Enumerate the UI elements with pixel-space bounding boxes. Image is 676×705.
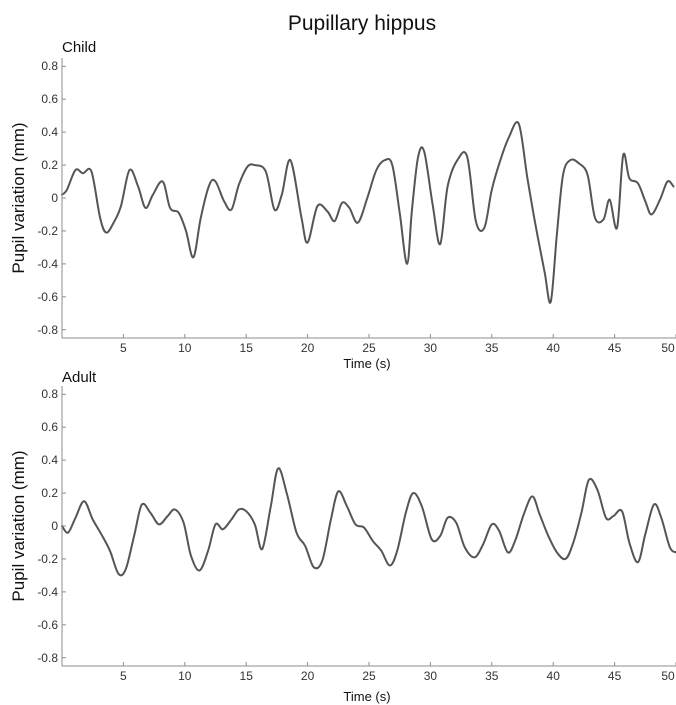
child-x-tick-label: 5 bbox=[120, 341, 127, 355]
adult-y-tick-label: -0.4 bbox=[37, 585, 58, 599]
child-y-ticks: -0.8 -0.6 -0.4 -0.2 0 0.2 0.4 0.6 0.8 bbox=[37, 59, 66, 337]
adult-x-tick-label: 15 bbox=[240, 669, 254, 683]
adult-x-tick-label: 10 bbox=[178, 669, 192, 683]
child-y-tick-label: 0.6 bbox=[41, 92, 58, 106]
child-x-tick-label: 50 bbox=[661, 341, 675, 355]
child-x-tick-label: 30 bbox=[424, 341, 438, 355]
child-x-tick-label: 20 bbox=[301, 341, 315, 355]
adult-x-ticks: 5 10 15 20 25 30 35 40 45 50 bbox=[120, 662, 676, 683]
child-x-tick-label: 15 bbox=[240, 341, 254, 355]
adult-x-tick-label: 35 bbox=[485, 669, 499, 683]
figure-title: Pupillary hippus bbox=[288, 12, 436, 35]
child-x-axis-label: Time (s) bbox=[343, 356, 390, 371]
child-x-tick-label: 25 bbox=[362, 341, 376, 355]
child-x-ticks: 5 10 15 20 25 30 35 40 45 50 bbox=[120, 334, 676, 355]
child-y-tick-label: 0.8 bbox=[41, 59, 58, 73]
adult-y-tick-label: -0.2 bbox=[37, 552, 58, 566]
adult-y-tick-label: 0 bbox=[51, 519, 58, 533]
adult-y-tick-label: 0.6 bbox=[41, 420, 58, 434]
adult-y-tick-label: -0.8 bbox=[37, 651, 58, 665]
adult-panel-label: Adult bbox=[62, 369, 97, 386]
child-y-tick-label: -0.8 bbox=[37, 323, 58, 337]
child-x-tick-label: 35 bbox=[485, 341, 499, 355]
adult-y-ticks: -0.8 -0.6 -0.4 -0.2 0 0.2 0.4 0.6 0.8 bbox=[37, 387, 66, 665]
child-y-tick-label: 0 bbox=[51, 191, 58, 205]
child-x-tick-label: 10 bbox=[178, 341, 192, 355]
adult-y-tick-label: 0.2 bbox=[41, 486, 58, 500]
adult-x-tick-label: 30 bbox=[424, 669, 438, 683]
adult-x-tick-label: 50 bbox=[661, 669, 675, 683]
adult-x-axis-label: Time (s) bbox=[343, 689, 390, 704]
adult-y-tick-label: -0.6 bbox=[37, 618, 58, 632]
child-y-tick-label: -0.6 bbox=[37, 290, 58, 304]
child-y-tick-label: -0.4 bbox=[37, 257, 58, 271]
child-x-tick-label: 40 bbox=[547, 341, 561, 355]
adult-x-tick-label: 5 bbox=[120, 669, 127, 683]
child-panel-label: Child bbox=[62, 39, 96, 56]
adult-x-tick-label: 20 bbox=[301, 669, 315, 683]
adult-x-tick-label: 25 bbox=[362, 669, 376, 683]
child-y-tick-label: 0.4 bbox=[41, 125, 58, 139]
adult-y-axis-label: Pupil variation (mm) bbox=[9, 450, 28, 601]
adult-x-tick-label: 40 bbox=[547, 669, 561, 683]
adult-series-line bbox=[61, 467, 676, 577]
child-x-tick-label: 45 bbox=[608, 341, 622, 355]
adult-y-tick-label: 0.4 bbox=[41, 453, 58, 467]
child-y-tick-label: -0.2 bbox=[37, 224, 58, 238]
child-y-tick-label: 0.2 bbox=[41, 158, 58, 172]
adult-chart: -0.8 -0.6 -0.4 -0.2 0 0.2 0.4 0.6 0.8 5 10 15 20 25 3… bbox=[37, 386, 676, 683]
child-chart: -0.8 -0.6 -0.4 -0.2 0 0.2 0.4 0.6 0.8 5 10 15 20 25 3… bbox=[37, 58, 676, 355]
child-y-axis-label: Pupil variation (mm) bbox=[9, 122, 28, 273]
child-series-line bbox=[61, 121, 675, 304]
adult-y-tick-label: 0.8 bbox=[41, 387, 58, 401]
adult-x-tick-label: 45 bbox=[608, 669, 622, 683]
